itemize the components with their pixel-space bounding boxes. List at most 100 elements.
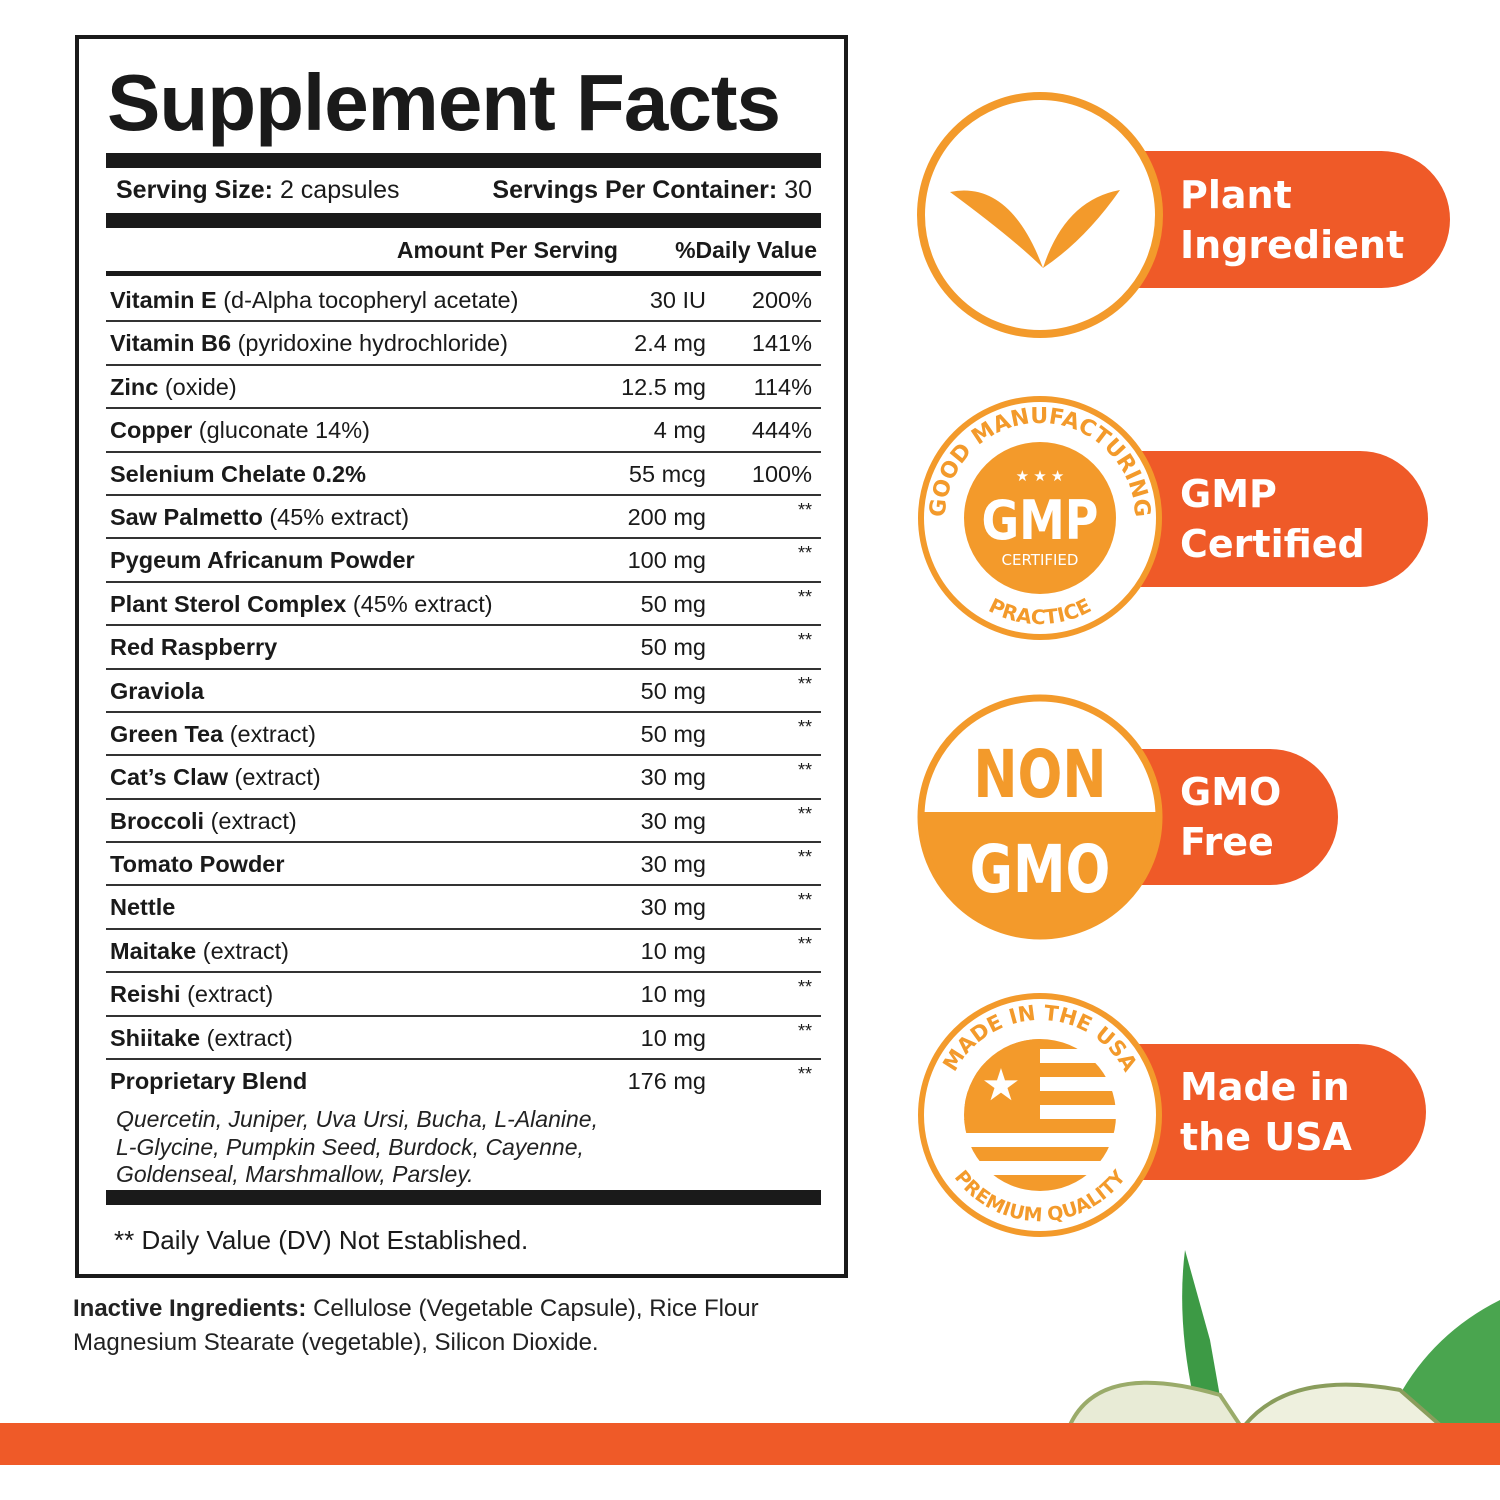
nutrient-amount: 50 mg [640,590,706,617]
nutrient-name-bold: Pygeum Africanum Powder [110,547,415,574]
nutrient-amount: 2.4 mg [634,330,706,357]
nutrient-detail: (extract) [229,720,316,747]
nutrient-row: Reishi (extract) 10 mg ** [106,973,821,1017]
nutrient-name: Red Raspberry [110,634,277,661]
servings-per-container-label: Servings Per Container: [492,176,778,204]
nutrient-row: Pygeum Africanum Powder 100 mg ** [106,539,821,583]
nutrient-name-bold: Plant Sterol Complex [110,590,347,617]
nutrient-amount: 200 mg [627,503,706,530]
star-icon: ★ [981,1061,1020,1110]
pill-text: Ingredient [1180,222,1405,267]
nutrient-daily-value: ** [797,1020,812,1041]
stars-icon: ★ ★ ★ [1016,468,1065,485]
nutrient-daily-value: ** [797,1064,812,1085]
dv-header: %Daily Value [675,237,817,263]
non-gmo-seal-icon: NON GMO [917,694,1163,940]
nutrient-daily-value: ** [797,499,812,520]
nutrient-name: Proprietary Blend [110,1068,307,1095]
nutrient-name: Vitamin B6 (pyridoxine hydrochloride) [110,330,508,357]
nutrient-detail: (pyridoxine hydrochloride) [237,330,508,357]
nutrient-row: Cat’s Claw (extract) 30 mg ** [106,756,821,800]
pill-text: Plant [1180,172,1292,217]
nutrient-daily-value: 100% [751,460,812,487]
divider [106,1190,821,1205]
nutrient-amount: 30 IU [649,287,706,313]
nutrient-daily-value: ** [797,543,812,564]
nutrient-name-bold: Broccoli [110,807,205,834]
blend-line: Goldenseal, Marshmallow, Parsley. [116,1161,474,1187]
nutrient-name-bold: Copper [110,417,193,444]
nutrient-amount: 12.5 mg [621,373,706,400]
seal-text: NON [973,737,1106,813]
nutrient-name: Plant Sterol Complex (45% extract) [110,591,493,618]
amount-header: Amount Per Serving [396,237,618,263]
inactive-line: Magnesium Stearate (vegetable), Silicon … [73,1329,599,1356]
nutrient-row: Nettle 30 mg ** [106,886,821,930]
nutrient-detail: (gluconate 14%) [198,417,370,444]
nutrient-daily-value: ** [797,760,812,781]
pill-text: the USA [1180,1115,1352,1159]
nutrient-name-bold: Vitamin E [110,287,217,313]
serving-size-value: 2 capsules [279,176,400,204]
nutrient-name-bold: Red Raspberry [110,634,278,661]
nutrient-amount: 10 mg [640,981,706,1008]
nutrient-row: Selenium Chelate 0.2% 55 mcg 100% [106,453,821,496]
nutrient-name-bold: Reishi [110,981,181,1008]
serving-size: Serving Size: 2 capsules [116,176,399,205]
pill-text: Made in [1180,1065,1350,1109]
nutrient-row: Maitake (extract) 10 mg ** [106,930,821,974]
leaf-icon [917,92,1163,338]
nutrient-row: Broccoli (extract) 30 mg ** [106,800,821,844]
nutrient-name: Shiitake (extract) [110,1025,293,1052]
nutrient-name-bold: Zinc [110,373,159,400]
nutrient-name: Selenium Chelate 0.2% [110,461,366,488]
nutrient-detail: (oxide) [164,373,237,400]
gmo-free-label: GMO Free [1130,749,1338,885]
nutrient-daily-value: ** [797,933,812,954]
nutrient-detail: (d-Alpha tocopheryl acetate) [223,287,519,313]
usa-flag-seal-icon: ★ MADE IN THE USA PREMIUM QUALITY [918,993,1162,1237]
nutrient-name-bold: Proprietary Blend [110,1068,308,1095]
nutrient-amount: 100 mg [627,547,706,574]
nutrient-name: Copper (gluconate 14%) [110,417,370,444]
nutrient-daily-value: ** [797,803,812,824]
nutrient-detail: (extract) [202,937,289,964]
nutrient-name: Maitake (extract) [110,938,289,965]
divider [106,271,821,276]
nutrient-row: Plant Sterol Complex (45% extract) 50 mg *… [106,583,821,627]
nutrient-name-bold: Selenium Chelate 0.2% [110,460,366,487]
nutrient-name: Saw Palmetto (45% extract) [110,504,409,531]
nutrient-detail: (extract) [206,1024,293,1051]
nutrient-daily-value: ** [797,977,812,998]
servings-per-container: Servings Per Container: 30 [492,176,812,205]
nutrient-detail: (45% extract) [352,590,493,617]
nutrient-detail: (45% extract) [269,503,410,530]
nutrient-detail: (extract) [187,981,274,1008]
blend-line: L-Glycine, Pumpkin Seed, Burdock, Cayenn… [116,1133,584,1160]
nutrient-daily-value: ** [797,630,812,651]
nutrient-table: Vitamin E (d-Alpha tocopheryl acetate) 30… [106,279,821,1103]
nutrient-daily-value: 114% [753,373,812,400]
nutrient-name: Graviola [110,678,204,705]
nutrient-name: Tomato Powder [110,851,285,878]
nutrient-amount: 30 mg [640,764,706,791]
divider [106,153,821,168]
nutrient-name: Pygeum Africanum Powder [110,547,415,574]
nutrient-name-bold: Tomato Powder [110,851,285,878]
nutrient-row: Graviola 50 mg ** [106,670,821,713]
nutrient-name: Cat’s Claw (extract) [110,764,321,791]
nutrient-amount: 30 mg [640,807,706,834]
nutrient-daily-value: 141% [751,330,812,357]
made-in-usa-label: Made in the USA [1130,1044,1426,1180]
nutrient-amount: 50 mg [640,634,706,661]
seal-text: CERTIFIED [1002,551,1079,569]
proprietary-blend-ingredients: Quercetin, Juniper, Uva Ursi, Bucha, L-A… [116,1106,598,1189]
nutrient-row: Proprietary Blend 176 mg ** [106,1060,821,1103]
nutrient-name: Green Tea (extract) [110,721,316,748]
nutrient-daily-value: ** [797,716,812,737]
nutrient-amount: 55 mcg [628,460,706,487]
nutrient-row: Zinc (oxide) 12.5 mg 114% [106,366,821,410]
gmp-certified-label: GMP Certified [1130,451,1428,587]
nutrient-detail: (extract) [234,764,321,791]
nutrient-detail: (extract) [210,807,297,834]
